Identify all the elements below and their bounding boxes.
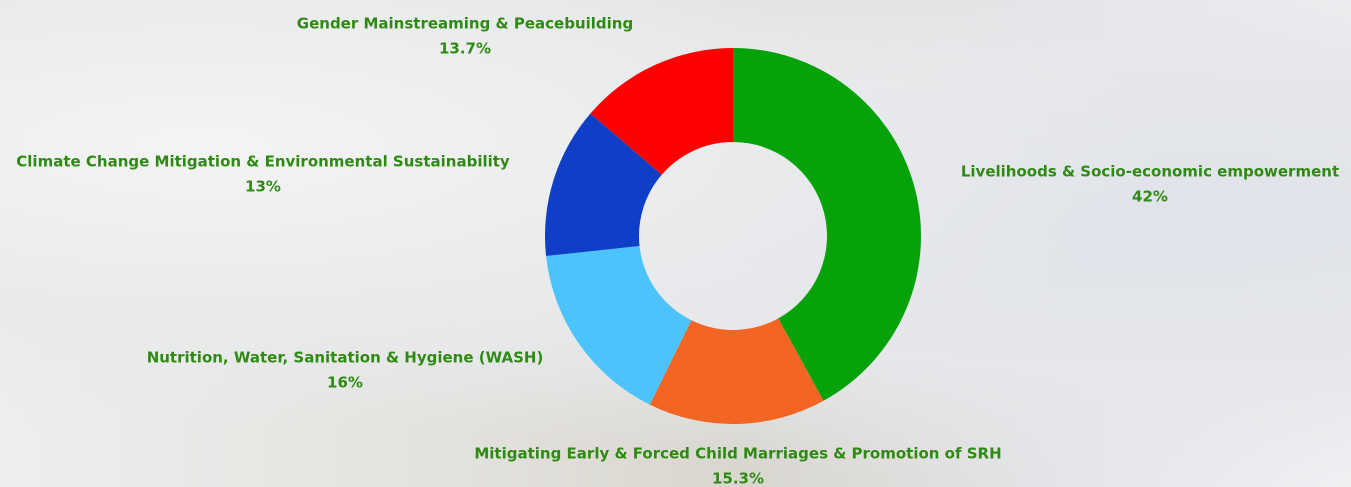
slice-value-label: 16% <box>327 374 363 392</box>
slice-label: Climate Change Mitigation & Environmenta… <box>16 153 510 171</box>
slice-label: Gender Mainstreaming & Peacebuilding <box>297 15 633 33</box>
slice-label: Livelihoods & Socio-economic empowerment <box>961 163 1339 181</box>
slice-value-label: 42% <box>1132 188 1168 206</box>
donut-slice <box>590 47 733 175</box>
slice-value-label: 13% <box>245 178 281 196</box>
donut-slice <box>545 113 662 257</box>
donut-slice <box>733 48 921 401</box>
donut-slice <box>649 318 824 424</box>
slice-value-label: 15.3% <box>712 470 764 487</box>
slice-label: Mitigating Early & Forced Child Marriage… <box>474 445 1001 463</box>
slice-label: Nutrition, Water, Sanitation & Hygiene (… <box>147 349 544 367</box>
slice-value-label: 13.7% <box>439 40 491 58</box>
donut-slice <box>546 246 692 405</box>
